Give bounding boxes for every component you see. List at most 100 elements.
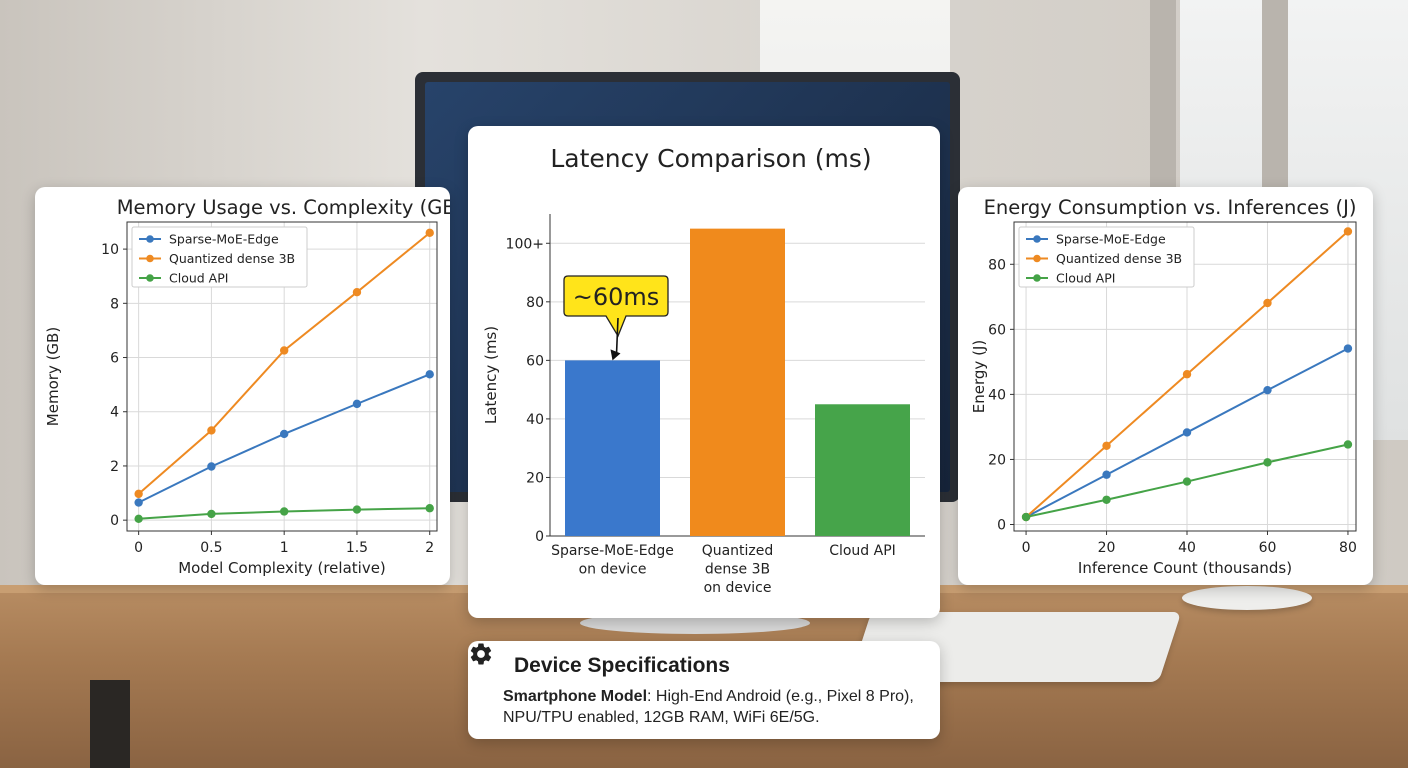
x-tick-label: 0: [134, 540, 143, 556]
legend-box: [1018, 226, 1195, 288]
data-point: [279, 429, 289, 439]
data-point: [279, 346, 289, 355]
annotation-arrowhead: [610, 349, 621, 361]
x-tick-label: 20: [1098, 540, 1116, 556]
y-tick-label: 40: [526, 412, 544, 428]
latency-bar-chart: Latency Comparison (ms) 0 20 40 60 80 100+ Late…: [482, 144, 925, 596]
annotation-label: ~60ms: [573, 283, 660, 311]
y-tick-label: 60: [988, 322, 1006, 338]
y-tick-label: 100+: [506, 236, 544, 252]
x-tick-label: 40: [1178, 540, 1196, 556]
data-point: [207, 462, 216, 471]
data-point: [134, 489, 143, 499]
x-axis-label: Model Complexity (relative): [178, 559, 386, 577]
data-point: [1343, 440, 1353, 449]
data-point: [425, 228, 434, 238]
data-point: [134, 498, 143, 507]
y-tick-label: 20: [988, 452, 1006, 468]
legend-swatch-marker: [1033, 235, 1041, 243]
annotation-arrow: [615, 317, 619, 355]
legend-swatch-marker: [146, 254, 154, 263]
data-point: [1182, 428, 1192, 437]
annotation-callout: [563, 275, 669, 338]
memory-line-chart: Memory Usage vs. Complexity (GB) 0 0.5 1 1.5…: [44, 196, 450, 577]
plot-frame: [1013, 221, 1357, 532]
data-point: [134, 514, 143, 524]
legend-swatch-marker: [146, 274, 154, 282]
data-point: [1102, 441, 1111, 450]
x-category-label: dense 3B: [705, 562, 770, 578]
mouse: [1182, 586, 1312, 610]
data-point: [1182, 370, 1192, 379]
x-category-label: Sparse-MoE-Edge: [551, 543, 674, 559]
legend-label: Quantized dense 3B: [169, 251, 295, 266]
x-tick-label: 80: [1339, 540, 1357, 556]
legend-box: [131, 226, 308, 288]
x-tick-label: 0: [1022, 540, 1031, 556]
y-tick-label: 2: [110, 459, 119, 475]
x-tick-label: 1.5: [346, 540, 368, 556]
data-point: [425, 504, 434, 513]
legend-swatch-marker: [146, 235, 154, 243]
memory-chart-card: Memory Usage vs. Complexity (GB) 0 0.5 1 1.5…: [35, 187, 450, 585]
smartphone-model-label: Smartphone Model: [503, 688, 648, 705]
y-tick-label: 10: [101, 242, 119, 258]
x-tick-label: 2: [425, 540, 434, 556]
energy-chart-card: Energy Consumption vs. Inferences (J) 0 20…: [958, 187, 1373, 585]
legend-swatch-marker: [1033, 254, 1041, 263]
y-tick-label: 80: [526, 295, 544, 311]
smartphone-model-value: : High-End Android (e.g., Pixel 8 Pro), …: [503, 688, 914, 726]
x-axis-label: Inference Count (thousands): [1078, 559, 1292, 577]
chart-title: Energy Consumption vs. Inferences (J): [984, 196, 1357, 219]
legend-label: Quantized dense 3B: [1056, 251, 1182, 266]
legend-label: Sparse-MoE-Edge: [1056, 232, 1166, 247]
data-point: [207, 426, 216, 435]
data-point: [1263, 385, 1272, 395]
x-category-label: on device: [579, 562, 647, 578]
data-point: [279, 507, 289, 516]
x-category-label: Cloud API: [829, 543, 896, 559]
desk-leg: [90, 680, 130, 768]
y-tick-label: 80: [988, 257, 1006, 273]
data-point: [1102, 495, 1111, 504]
legend-label: Cloud API: [169, 271, 228, 286]
y-axis-label: Memory (GB): [44, 327, 62, 426]
bar: [565, 360, 660, 536]
device-specifications-text: Smartphone Model: High-End Android (e.g.…: [503, 686, 933, 728]
gear-icon: [470, 643, 492, 665]
bar: [815, 404, 910, 536]
y-tick-label: 0: [535, 529, 544, 545]
data-point: [1182, 477, 1192, 486]
y-tick-label: 40: [988, 387, 1006, 403]
plot-frame: [126, 221, 438, 532]
device-specifications-title: Device Specifications: [514, 654, 730, 677]
y-tick-label: 8: [110, 296, 119, 312]
y-tick-label: 0: [110, 513, 119, 529]
x-category-label: Quantized: [702, 543, 774, 559]
legend-label: Cloud API: [1056, 271, 1115, 286]
data-point: [352, 288, 362, 297]
x-tick-label: 60: [1259, 540, 1277, 556]
y-tick-label: 6: [110, 351, 119, 367]
data-point: [207, 509, 216, 519]
x-category-label: on device: [704, 580, 772, 596]
data-point: [1263, 458, 1272, 467]
legend-swatch-marker: [1033, 274, 1041, 282]
data-point: [1343, 344, 1353, 353]
y-tick-label: 4: [110, 405, 119, 421]
x-tick-label: 1: [280, 540, 289, 556]
legend-label: Sparse-MoE-Edge: [169, 232, 279, 247]
energy-line-chart: Energy Consumption vs. Inferences (J) 0 20…: [970, 196, 1357, 577]
data-point: [1263, 298, 1272, 308]
data-point: [1021, 512, 1031, 522]
chart-title: Memory Usage vs. Complexity (GB): [117, 196, 450, 219]
x-tick-label: 0.5: [200, 540, 222, 556]
chart-title: Latency Comparison (ms): [550, 144, 871, 173]
y-tick-label: 20: [526, 470, 544, 486]
latency-chart-card: Latency Comparison (ms) 0 20 40 60 80 100+ Late…: [468, 126, 940, 618]
y-axis-label: Energy (J): [970, 340, 988, 413]
data-point: [1102, 470, 1111, 479]
y-tick-label: 0: [997, 517, 1006, 533]
data-point: [352, 399, 362, 409]
device-specifications-card: Device Specifications Smartphone Model: …: [468, 641, 940, 739]
